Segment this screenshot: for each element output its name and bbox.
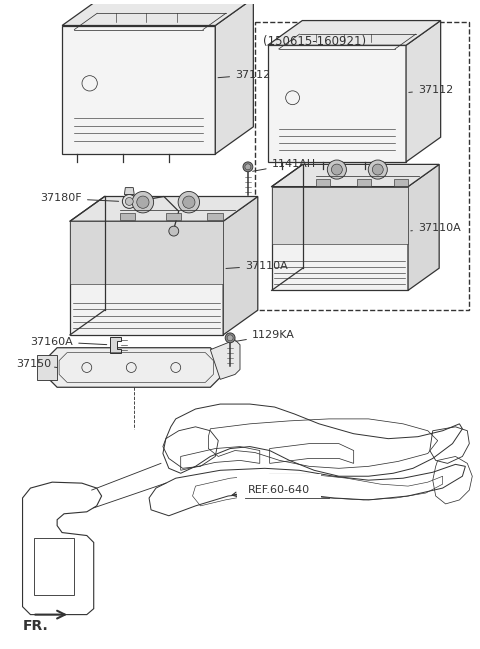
Polygon shape: [272, 187, 408, 290]
Polygon shape: [70, 221, 223, 284]
Polygon shape: [62, 25, 216, 154]
Circle shape: [225, 333, 235, 343]
Polygon shape: [207, 214, 223, 220]
Text: 37150: 37150: [17, 360, 57, 369]
Polygon shape: [109, 337, 121, 352]
Polygon shape: [406, 21, 441, 162]
Polygon shape: [316, 179, 330, 186]
Circle shape: [243, 162, 253, 172]
Circle shape: [327, 160, 347, 179]
Polygon shape: [357, 179, 371, 186]
Polygon shape: [272, 164, 439, 187]
Text: 1141AH: 1141AH: [252, 159, 316, 171]
Circle shape: [125, 197, 133, 205]
Circle shape: [137, 196, 149, 208]
Circle shape: [245, 164, 251, 170]
Polygon shape: [408, 164, 439, 290]
Polygon shape: [47, 348, 220, 387]
Circle shape: [122, 195, 136, 208]
Text: 37112: 37112: [409, 85, 453, 95]
Polygon shape: [120, 214, 135, 220]
Circle shape: [368, 160, 387, 179]
Circle shape: [331, 164, 342, 175]
Circle shape: [178, 191, 200, 213]
Polygon shape: [268, 45, 406, 162]
Text: 37160A: 37160A: [30, 337, 107, 347]
Circle shape: [227, 335, 233, 341]
Text: 37110A: 37110A: [411, 223, 461, 233]
Polygon shape: [166, 214, 181, 220]
Polygon shape: [394, 179, 408, 186]
Circle shape: [169, 226, 179, 236]
Circle shape: [372, 164, 383, 175]
Polygon shape: [216, 0, 253, 154]
Text: 37180F: 37180F: [40, 193, 119, 203]
Polygon shape: [70, 221, 223, 335]
Polygon shape: [210, 340, 240, 380]
Polygon shape: [223, 197, 258, 335]
Text: 37112: 37112: [218, 70, 270, 80]
Text: 37110A: 37110A: [226, 261, 288, 271]
Circle shape: [132, 191, 154, 213]
Polygon shape: [124, 188, 134, 195]
Text: 1129KA: 1129KA: [236, 330, 295, 341]
Polygon shape: [70, 197, 258, 221]
Polygon shape: [37, 354, 57, 380]
Polygon shape: [268, 21, 441, 45]
Circle shape: [183, 196, 195, 208]
Text: FR.: FR.: [23, 618, 48, 633]
Polygon shape: [272, 187, 408, 243]
Text: REF.60-640: REF.60-640: [248, 485, 310, 495]
Text: (150615-160921): (150615-160921): [263, 36, 366, 49]
Polygon shape: [62, 0, 253, 25]
